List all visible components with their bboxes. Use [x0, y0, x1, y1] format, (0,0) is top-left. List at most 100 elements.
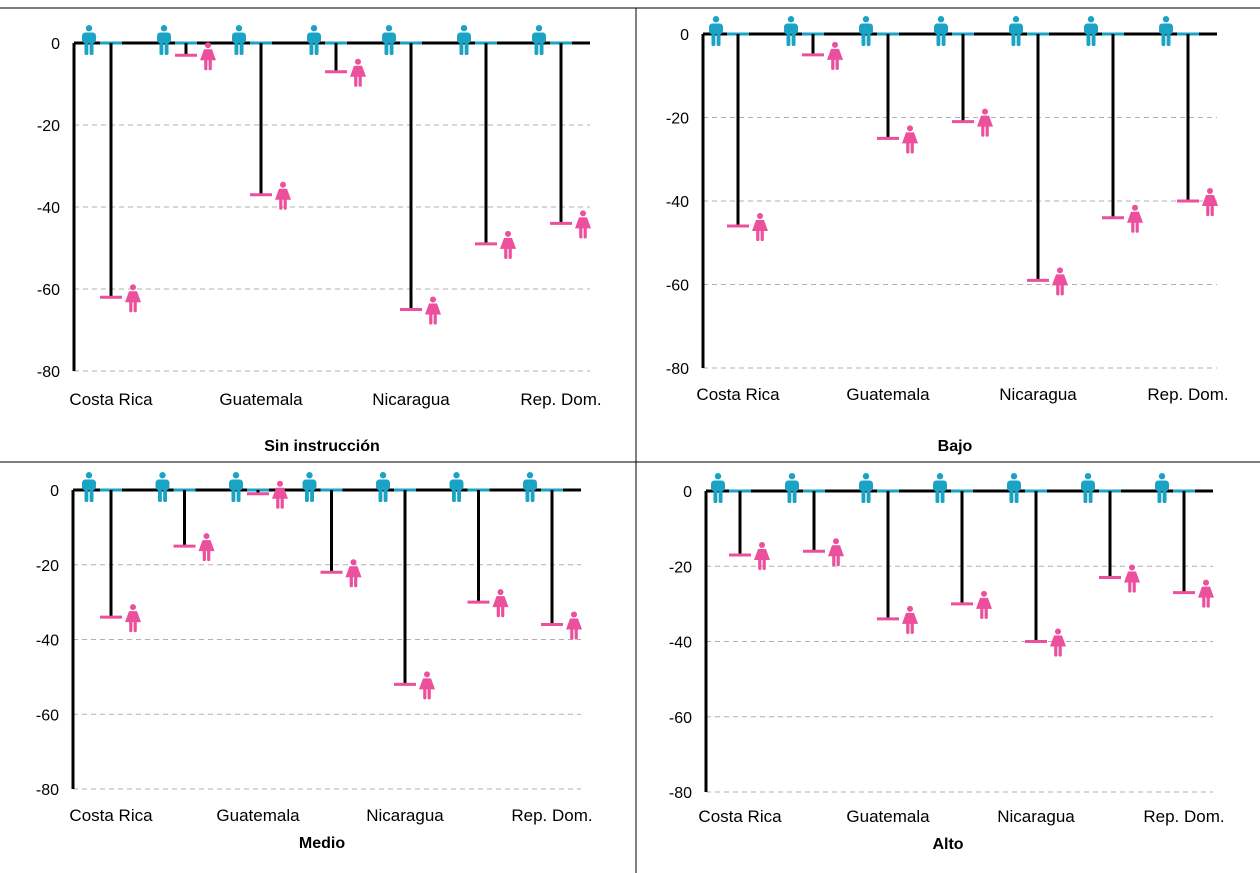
- woman-icon: [754, 541, 770, 570]
- man-icon-head: [788, 473, 796, 480]
- woman-icon-head: [907, 125, 913, 132]
- woman-icon-dress: [1202, 195, 1218, 206]
- man-icon-leg: [1166, 33, 1171, 46]
- man-icon-head: [937, 15, 945, 23]
- woman-icon-leg: [508, 247, 512, 259]
- woman-icon-dress: [419, 678, 435, 690]
- woman-icon-leg: [1128, 581, 1132, 593]
- woman-icon-head: [205, 42, 211, 49]
- man-icon-body: [1159, 23, 1173, 35]
- man-icon-leg: [1086, 33, 1091, 46]
- man-icon-leg: [716, 33, 721, 46]
- woman-icon-leg: [202, 550, 206, 562]
- category-label: Guatemala: [846, 385, 930, 404]
- woman-icon: [492, 589, 509, 618]
- man-icon-leg: [459, 42, 464, 55]
- man-icon-leg: [1162, 490, 1167, 503]
- woman-icon: [977, 108, 993, 137]
- man-icon-body: [523, 479, 537, 491]
- woman-icon-leg: [283, 198, 287, 210]
- man-icon-leg: [1088, 490, 1093, 503]
- woman-icon-leg: [133, 621, 137, 633]
- man-icon-leg: [383, 489, 388, 502]
- woman-icon: [976, 590, 992, 619]
- woman-icon-leg: [758, 558, 762, 570]
- man-icon-leg: [1161, 33, 1166, 46]
- y-tick-label: 0: [680, 27, 689, 44]
- woman-icon: [1127, 204, 1143, 233]
- category-label: Nicaragua: [997, 807, 1075, 826]
- category-label: Rep. Dom.: [1143, 807, 1224, 826]
- woman-icon-head: [1055, 628, 1061, 635]
- man-icon-leg: [530, 489, 535, 502]
- woman-icon: [1202, 188, 1218, 216]
- woman-icon-head: [1129, 564, 1135, 571]
- woman-icon-head: [277, 480, 283, 487]
- woman-icon-dress: [1127, 211, 1143, 223]
- y-tick-label: -60: [666, 278, 689, 295]
- man-icon-leg: [314, 42, 319, 55]
- man-icon-leg: [1157, 490, 1162, 503]
- woman-icon-leg: [354, 576, 358, 588]
- man-icon-head: [714, 473, 722, 480]
- panel-title: Alto: [932, 836, 963, 853]
- man-icon-leg: [791, 33, 796, 46]
- man-icon-body: [859, 23, 873, 35]
- woman-icon-dress: [275, 188, 291, 200]
- man-icon-head: [1012, 15, 1020, 23]
- woman-icon-dress: [977, 115, 993, 127]
- woman-icon: [1052, 267, 1068, 296]
- man-icon: [859, 15, 873, 46]
- woman-icon-dress: [575, 217, 591, 229]
- man-icon-leg: [1014, 490, 1019, 503]
- category-label: Costa Rica: [69, 390, 153, 409]
- woman-icon: [575, 210, 591, 239]
- woman-icon-dress: [200, 49, 216, 61]
- woman-icon-leg: [496, 606, 500, 618]
- man-icon-body: [382, 32, 396, 44]
- woman-icon-leg: [910, 142, 914, 154]
- woman-icon-head: [1203, 579, 1209, 586]
- woman-icon-leg: [1060, 284, 1064, 296]
- woman-icon: [419, 671, 435, 700]
- woman-icon-head: [571, 611, 577, 618]
- man-icon-leg: [309, 42, 314, 55]
- man-icon-head: [526, 472, 534, 479]
- woman-icon-leg: [1058, 645, 1062, 657]
- category-label: Rep. Dom.: [520, 390, 601, 409]
- man-icon-leg: [861, 33, 866, 46]
- man-icon-leg: [1011, 33, 1016, 46]
- woman-icon-dress: [125, 291, 141, 303]
- category-label: Costa Rica: [698, 807, 782, 826]
- man-icon-body: [302, 479, 317, 491]
- man-icon: [229, 472, 243, 502]
- category-label: Rep. Dom.: [511, 806, 592, 825]
- woman-icon-leg: [835, 58, 839, 70]
- man-icon-leg: [457, 489, 461, 502]
- man-icon: [933, 473, 947, 503]
- woman-icon-leg: [985, 125, 989, 137]
- chart-panel-4: 0 -20 -40 -60 -80 Costa Rica Guatemala Nicaragu…: [669, 473, 1225, 853]
- man-icon-leg: [787, 490, 792, 503]
- woman-icon: [566, 611, 582, 640]
- man-icon: [1159, 15, 1173, 46]
- woman-icon-leg: [433, 313, 437, 325]
- woman-icon-leg: [984, 607, 988, 619]
- y-tick-label: -20: [669, 559, 692, 576]
- woman-icon-leg: [354, 75, 358, 87]
- category-label: Guatemala: [219, 390, 303, 409]
- man-icon-leg: [389, 42, 394, 55]
- category-label: Guatemala: [216, 806, 300, 825]
- man-icon-body: [376, 479, 390, 491]
- woman-icon-dress: [500, 237, 516, 249]
- y-tick-label: -80: [36, 782, 59, 799]
- woman-icon-dress: [198, 540, 215, 552]
- woman-icon-dress: [902, 132, 918, 144]
- woman-icon-leg: [276, 497, 280, 509]
- man-icon-head: [453, 472, 460, 479]
- man-icon: [82, 25, 96, 55]
- man-icon-head: [1087, 15, 1095, 23]
- woman-icon-leg: [910, 622, 914, 634]
- man-icon-head: [159, 472, 166, 479]
- man-icon-head: [85, 25, 93, 32]
